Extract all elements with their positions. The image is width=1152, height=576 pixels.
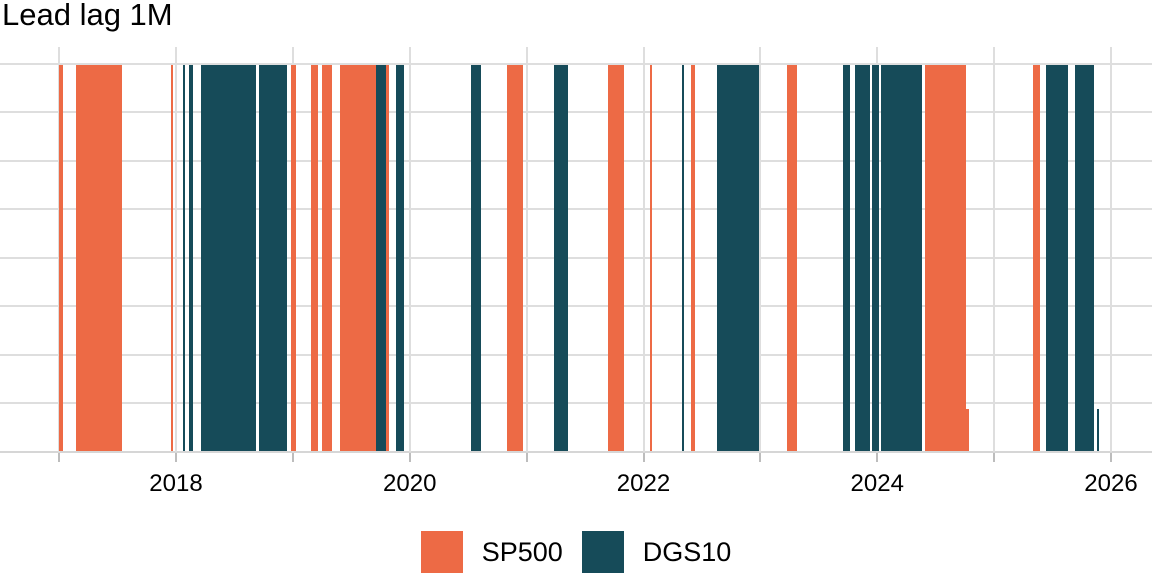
regime-band-sp500 bbox=[690, 65, 696, 451]
regime-band-dgs10 bbox=[470, 65, 482, 451]
regime-band-sp500 bbox=[170, 65, 173, 451]
v-gridline bbox=[525, 47, 528, 452]
v-gridline bbox=[759, 47, 762, 452]
v-gridline bbox=[58, 47, 61, 452]
h-gridline bbox=[0, 62, 1152, 65]
h-gridline bbox=[0, 111, 1152, 113]
legend: SP500 DGS10 bbox=[0, 531, 1152, 573]
v-gridline bbox=[993, 47, 996, 452]
v-gridline bbox=[175, 47, 177, 452]
regime-band-sp500 bbox=[322, 65, 333, 451]
x-axis-label: 2020 bbox=[383, 470, 437, 497]
regime-band-sp500 bbox=[386, 65, 390, 451]
regime-band-sp500 bbox=[311, 65, 319, 451]
legend-label-sp500: SP500 bbox=[481, 537, 563, 567]
x-tick bbox=[993, 453, 996, 462]
regime-band-dgs10 bbox=[553, 65, 568, 451]
regime-band-dgs10 bbox=[183, 65, 185, 451]
regime-band-sp500 bbox=[1033, 65, 1041, 451]
legend-item-sp500: SP500 bbox=[420, 531, 563, 573]
x-axis-label: 2018 bbox=[149, 470, 203, 497]
x-tick bbox=[1110, 453, 1112, 462]
h-gridline bbox=[0, 159, 1152, 162]
regime-band-sp500 bbox=[75, 65, 123, 451]
h-gridline bbox=[0, 208, 1152, 210]
legend-label-dgs10: DGS10 bbox=[642, 537, 732, 567]
x-axis-label: 2024 bbox=[850, 470, 904, 497]
regime-band-dgs10 bbox=[201, 65, 256, 451]
x-axis-label: 2022 bbox=[616, 470, 671, 497]
regime-band-sp500 bbox=[339, 65, 376, 451]
regime-band-dgs10 bbox=[1096, 408, 1100, 451]
chart-title: Lead lag 1M bbox=[2, 0, 173, 32]
regime-band-sp500 bbox=[966, 408, 969, 451]
regime-band-sp500 bbox=[507, 65, 523, 451]
v-gridline bbox=[1110, 47, 1112, 452]
regime-band-dgs10 bbox=[855, 65, 870, 451]
x-tick bbox=[642, 453, 645, 462]
regime-band-dgs10 bbox=[717, 65, 759, 451]
regime-band-dgs10 bbox=[880, 65, 923, 451]
regime-band-dgs10 bbox=[1075, 65, 1095, 451]
regime-band-dgs10 bbox=[395, 65, 405, 451]
regime-band-sp500 bbox=[786, 65, 797, 451]
regime-band-dgs10 bbox=[259, 65, 288, 451]
v-gridline bbox=[408, 47, 411, 452]
x-axis-line bbox=[0, 451, 1152, 453]
h-gridline bbox=[0, 353, 1152, 356]
x-tick bbox=[58, 453, 61, 462]
regime-band-dgs10 bbox=[872, 65, 879, 451]
regime-band-sp500 bbox=[925, 65, 967, 451]
regime-band-dgs10 bbox=[681, 65, 684, 451]
x-tick bbox=[525, 453, 528, 462]
legend-item-dgs10: DGS10 bbox=[581, 531, 732, 573]
h-gridline bbox=[0, 256, 1152, 259]
x-tick bbox=[291, 453, 294, 462]
regime-band-sp500 bbox=[650, 65, 653, 451]
regime-band-sp500 bbox=[291, 65, 297, 451]
x-tick bbox=[759, 453, 762, 462]
x-tick bbox=[876, 453, 879, 462]
sp500-swatch-icon bbox=[420, 531, 463, 573]
h-gridline bbox=[0, 402, 1152, 404]
h-gridline bbox=[0, 305, 1152, 307]
regime-band-dgs10 bbox=[843, 65, 850, 451]
regime-band-sp500 bbox=[607, 65, 624, 451]
dgs10-swatch-icon bbox=[581, 531, 624, 573]
x-axis-label: 2026 bbox=[1084, 470, 1138, 497]
x-tick bbox=[175, 453, 177, 462]
v-gridline bbox=[642, 47, 645, 452]
x-tick bbox=[408, 453, 411, 462]
regime-band-dgs10 bbox=[1046, 65, 1069, 451]
regime-band-dgs10 bbox=[375, 65, 387, 451]
regime-band-dgs10 bbox=[188, 65, 193, 451]
regime-band-sp500 bbox=[59, 65, 63, 451]
